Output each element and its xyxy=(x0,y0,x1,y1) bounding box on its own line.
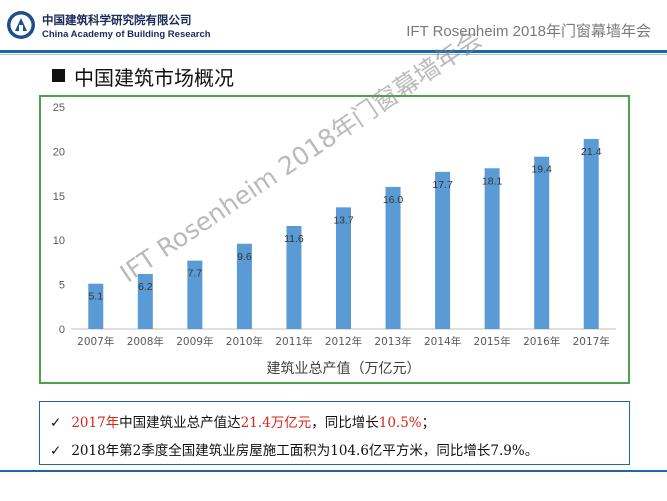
chart-frame: 0 5 10 15 20 25 5.1 2007年 6.2 2008年 7.7 2009年 9.6 201… xyxy=(39,95,630,384)
y-tick-label: 20 xyxy=(53,146,65,158)
title-bullet-square xyxy=(52,69,65,82)
bar-value-label: 5.1 xyxy=(88,291,103,303)
x-tick-label: 2009年 xyxy=(176,335,213,348)
note-1-part-2: 中国建筑业总产值达 xyxy=(119,415,241,431)
note-1-part-3: 21.4万亿元 xyxy=(240,415,312,431)
note-2-text: 2018年第2季度全国建筑业房屋施工面积为104.6亿平方米，同比增长7.9%。 xyxy=(71,443,539,459)
bar-value-label: 18.1 xyxy=(482,175,503,187)
footer-divider xyxy=(0,470,667,472)
bar-value-label: 21.4 xyxy=(581,146,602,158)
notes-box: ✓ 2017年中国建筑业总产值达21.4万亿元，同比增长10.5%； ✓ 2018年… xyxy=(39,401,630,465)
y-tick-label: 10 xyxy=(53,235,65,247)
x-tick-label: 2011年 xyxy=(275,335,312,348)
bar xyxy=(435,171,451,329)
note-1-part-5: 10.5% xyxy=(378,415,422,431)
bar-value-label: 16.0 xyxy=(383,194,404,206)
y-tick-label: 25 xyxy=(53,102,65,114)
checkmark-icon: ✓ xyxy=(50,443,62,459)
logo-chinese-name: 中国建筑科学研究院有限公司 xyxy=(42,13,192,27)
note-1-part-6: ； xyxy=(421,415,436,431)
bar-value-label: 6.2 xyxy=(138,281,153,293)
x-tick-label: 2007年 xyxy=(77,335,114,348)
x-tick-label: 2013年 xyxy=(374,335,411,348)
y-tick-label: 5 xyxy=(59,280,65,292)
cabr-logo-icon xyxy=(7,11,35,39)
note-line-1: ✓ 2017年中国建筑业总产值达21.4万亿元，同比增长10.5%； xyxy=(50,411,435,431)
x-tick-label: 2012年 xyxy=(325,335,362,348)
bar xyxy=(187,260,203,329)
bar xyxy=(385,186,401,329)
x-tick-label: 2017年 xyxy=(573,335,610,348)
bar xyxy=(336,207,351,329)
logo-english-name: China Academy of Building Research xyxy=(42,29,211,40)
bar xyxy=(286,225,302,329)
bar-value-label: 9.6 xyxy=(237,251,252,263)
checkmark-icon: ✓ xyxy=(50,415,62,431)
bar xyxy=(583,138,599,329)
bar-chart: 0 5 10 15 20 25 5.1 2007年 6.2 2008年 7.7 2009年 9.6 201… xyxy=(53,102,616,377)
bar xyxy=(88,283,104,329)
header-divider xyxy=(0,50,667,53)
x-tick-label: 2016年 xyxy=(523,335,560,348)
x-tick-label: 2008年 xyxy=(127,335,164,348)
x-tick-label: 2015年 xyxy=(474,335,511,348)
bar-value-label: 11.6 xyxy=(284,233,304,245)
slide-title: 中国建筑市场概况 xyxy=(74,66,234,90)
x-tick-label: 2010年 xyxy=(226,335,263,348)
x-axis-title: 建筑业总产值（万亿元） xyxy=(267,361,421,377)
header-divider-thin xyxy=(0,54,667,55)
note-line-2: ✓ 2018年第2季度全国建筑业房屋施工面积为104.6亿平方米，同比增长7.9%… xyxy=(50,439,538,459)
bar xyxy=(236,243,252,329)
bar xyxy=(484,168,500,329)
x-tick-label: 2014年 xyxy=(424,335,461,348)
slide-header: 中国建筑科学研究院有限公司 China Academy of Building … xyxy=(0,0,667,55)
note-1-part-4: ，同比增长 xyxy=(311,415,379,431)
bar-value-label: 7.7 xyxy=(188,268,203,280)
event-title: IFT Rosenheim 2018年门窗幕墙年会 xyxy=(406,23,651,40)
note-1-part-1: 2017年 xyxy=(71,415,120,431)
bar-value-label: 17.7 xyxy=(432,179,453,191)
bar-value-label: 19.4 xyxy=(531,164,552,176)
bar xyxy=(137,273,153,329)
company-logo: 中国建筑科学研究院有限公司 China Academy of Building … xyxy=(6,8,226,46)
bar xyxy=(534,156,550,329)
bar-value-label: 13.7 xyxy=(333,214,354,226)
y-tick-label: 15 xyxy=(53,191,65,203)
y-tick-label: 0 xyxy=(59,324,65,336)
